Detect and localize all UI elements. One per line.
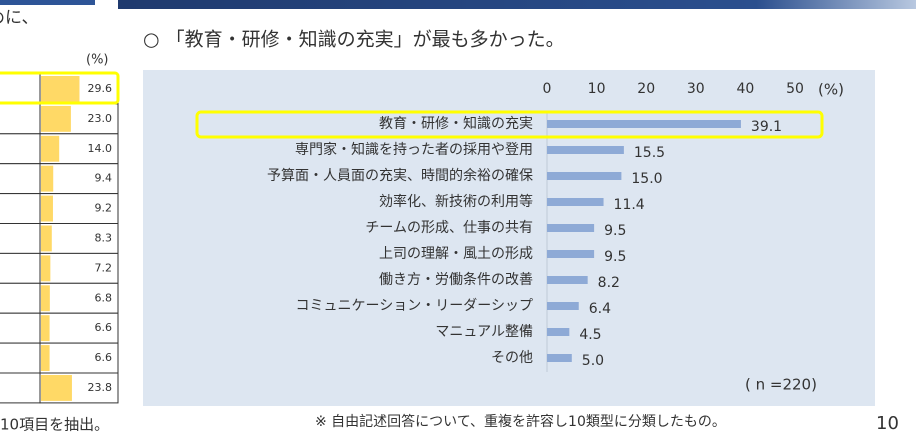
category-label: コミュニケーション・リーダーシップ bbox=[296, 298, 533, 314]
value-label: 6.4 bbox=[589, 301, 611, 317]
value-label: 5.0 bbox=[582, 353, 604, 369]
table-cell bbox=[39, 312, 119, 344]
bar bbox=[41, 195, 53, 222]
heading-fragment: めに、 bbox=[0, 8, 39, 28]
category-label: 働き方・労働条件の改善 bbox=[379, 271, 533, 288]
table-cell bbox=[39, 282, 119, 314]
category-label: その他 bbox=[491, 350, 533, 366]
highlight-box bbox=[195, 110, 824, 139]
category-label: 効率化、新技術の利用等 bbox=[379, 193, 533, 210]
x-tick-label: 20 bbox=[637, 81, 655, 97]
value-label: 15.5 bbox=[634, 145, 665, 161]
value-label: 9.5 bbox=[604, 223, 626, 239]
page-number: 10 bbox=[876, 413, 899, 434]
bar bbox=[41, 225, 52, 252]
bar bbox=[547, 198, 604, 206]
bar bbox=[547, 120, 741, 128]
value-label: 29.6 bbox=[88, 82, 113, 95]
bar bbox=[41, 76, 80, 102]
chart-title: ○ 「教育・研修・知識の充実」が最も多かった。 bbox=[143, 29, 565, 51]
unit-label: (%) bbox=[818, 81, 844, 99]
value-label: 23.8 bbox=[88, 381, 113, 394]
header-bar-left bbox=[0, 0, 95, 5]
value-label: 8.2 bbox=[598, 275, 620, 291]
bar bbox=[547, 250, 595, 258]
table-cell bbox=[0, 312, 41, 344]
table-cell bbox=[0, 342, 41, 374]
value-label: 23.0 bbox=[88, 112, 113, 125]
category-label: 上司の理解・風土の形成 bbox=[379, 246, 533, 262]
bar bbox=[547, 224, 595, 232]
chart-panel bbox=[143, 70, 875, 406]
category-label: チームの形成、仕事の共有 bbox=[365, 220, 533, 236]
bar bbox=[41, 255, 51, 282]
table-cell bbox=[0, 133, 41, 165]
header-bar bbox=[118, 0, 916, 9]
table-cell bbox=[0, 372, 41, 404]
value-label: 6.8 bbox=[95, 291, 113, 304]
bar bbox=[41, 105, 71, 132]
value-label: 6.6 bbox=[95, 351, 113, 364]
x-tick-label: 40 bbox=[736, 81, 754, 97]
value-label: 9.2 bbox=[95, 202, 113, 215]
bar bbox=[41, 285, 50, 312]
x-tick-label: 0 bbox=[543, 81, 552, 97]
unit-label: (%) bbox=[86, 53, 109, 68]
bar bbox=[41, 165, 54, 192]
value-label: 9.5 bbox=[604, 249, 626, 265]
highlight-box bbox=[0, 71, 120, 105]
footnote: ※ 自由記述回答について、重複を許容し10類型に分類したもの。 bbox=[315, 413, 726, 430]
table-cell bbox=[0, 282, 41, 314]
charts: 29.6 23.0 14.0 9.4 9.2 8.3 7.2 6.8 6.6 6.6 23.8 0 10… bbox=[0, 73, 804, 404]
bar bbox=[41, 345, 50, 371]
table-cell bbox=[0, 103, 41, 135]
value-label: 9.4 bbox=[95, 172, 113, 185]
x-tick-label: 10 bbox=[588, 81, 606, 97]
bar bbox=[547, 328, 570, 336]
value-label: 39.1 bbox=[751, 119, 782, 135]
category-label: 教育・研修・知識の充実 bbox=[379, 115, 533, 132]
bar bbox=[547, 172, 622, 180]
value-label: 7.2 bbox=[95, 261, 113, 274]
bar bbox=[547, 146, 624, 154]
table-cell bbox=[0, 73, 41, 105]
category-label: マニュアル整備 bbox=[435, 324, 533, 340]
value-label: 6.6 bbox=[95, 321, 113, 334]
table-cell bbox=[39, 193, 119, 225]
bar bbox=[547, 354, 572, 362]
table-cell bbox=[39, 223, 119, 254]
value-label: 4.5 bbox=[579, 327, 601, 343]
bar bbox=[547, 302, 579, 310]
n-label: ( n =220) bbox=[745, 376, 817, 394]
note: 10項目を抽出。 bbox=[0, 416, 109, 434]
table-cell bbox=[0, 163, 41, 195]
table-cell bbox=[0, 223, 41, 254]
value-label: 14.0 bbox=[88, 142, 113, 155]
bar bbox=[547, 276, 588, 284]
table-cell bbox=[0, 252, 41, 284]
value-label: 11.4 bbox=[614, 197, 645, 213]
value-label: 8.3 bbox=[95, 231, 113, 244]
bar bbox=[41, 315, 50, 342]
x-tick-label: 30 bbox=[687, 81, 705, 97]
table-cell bbox=[39, 252, 119, 284]
category-label: 予算面・人員面の充実、時間的余裕の確保 bbox=[267, 167, 533, 184]
bar bbox=[41, 375, 72, 401]
category-label: 専門家・知識を持った者の採用や登用 bbox=[295, 141, 533, 158]
table-cell bbox=[39, 342, 119, 374]
table-cell bbox=[0, 193, 41, 225]
bar bbox=[41, 135, 60, 162]
value-label: 15.0 bbox=[631, 171, 662, 187]
x-tick-label: 50 bbox=[786, 81, 804, 97]
